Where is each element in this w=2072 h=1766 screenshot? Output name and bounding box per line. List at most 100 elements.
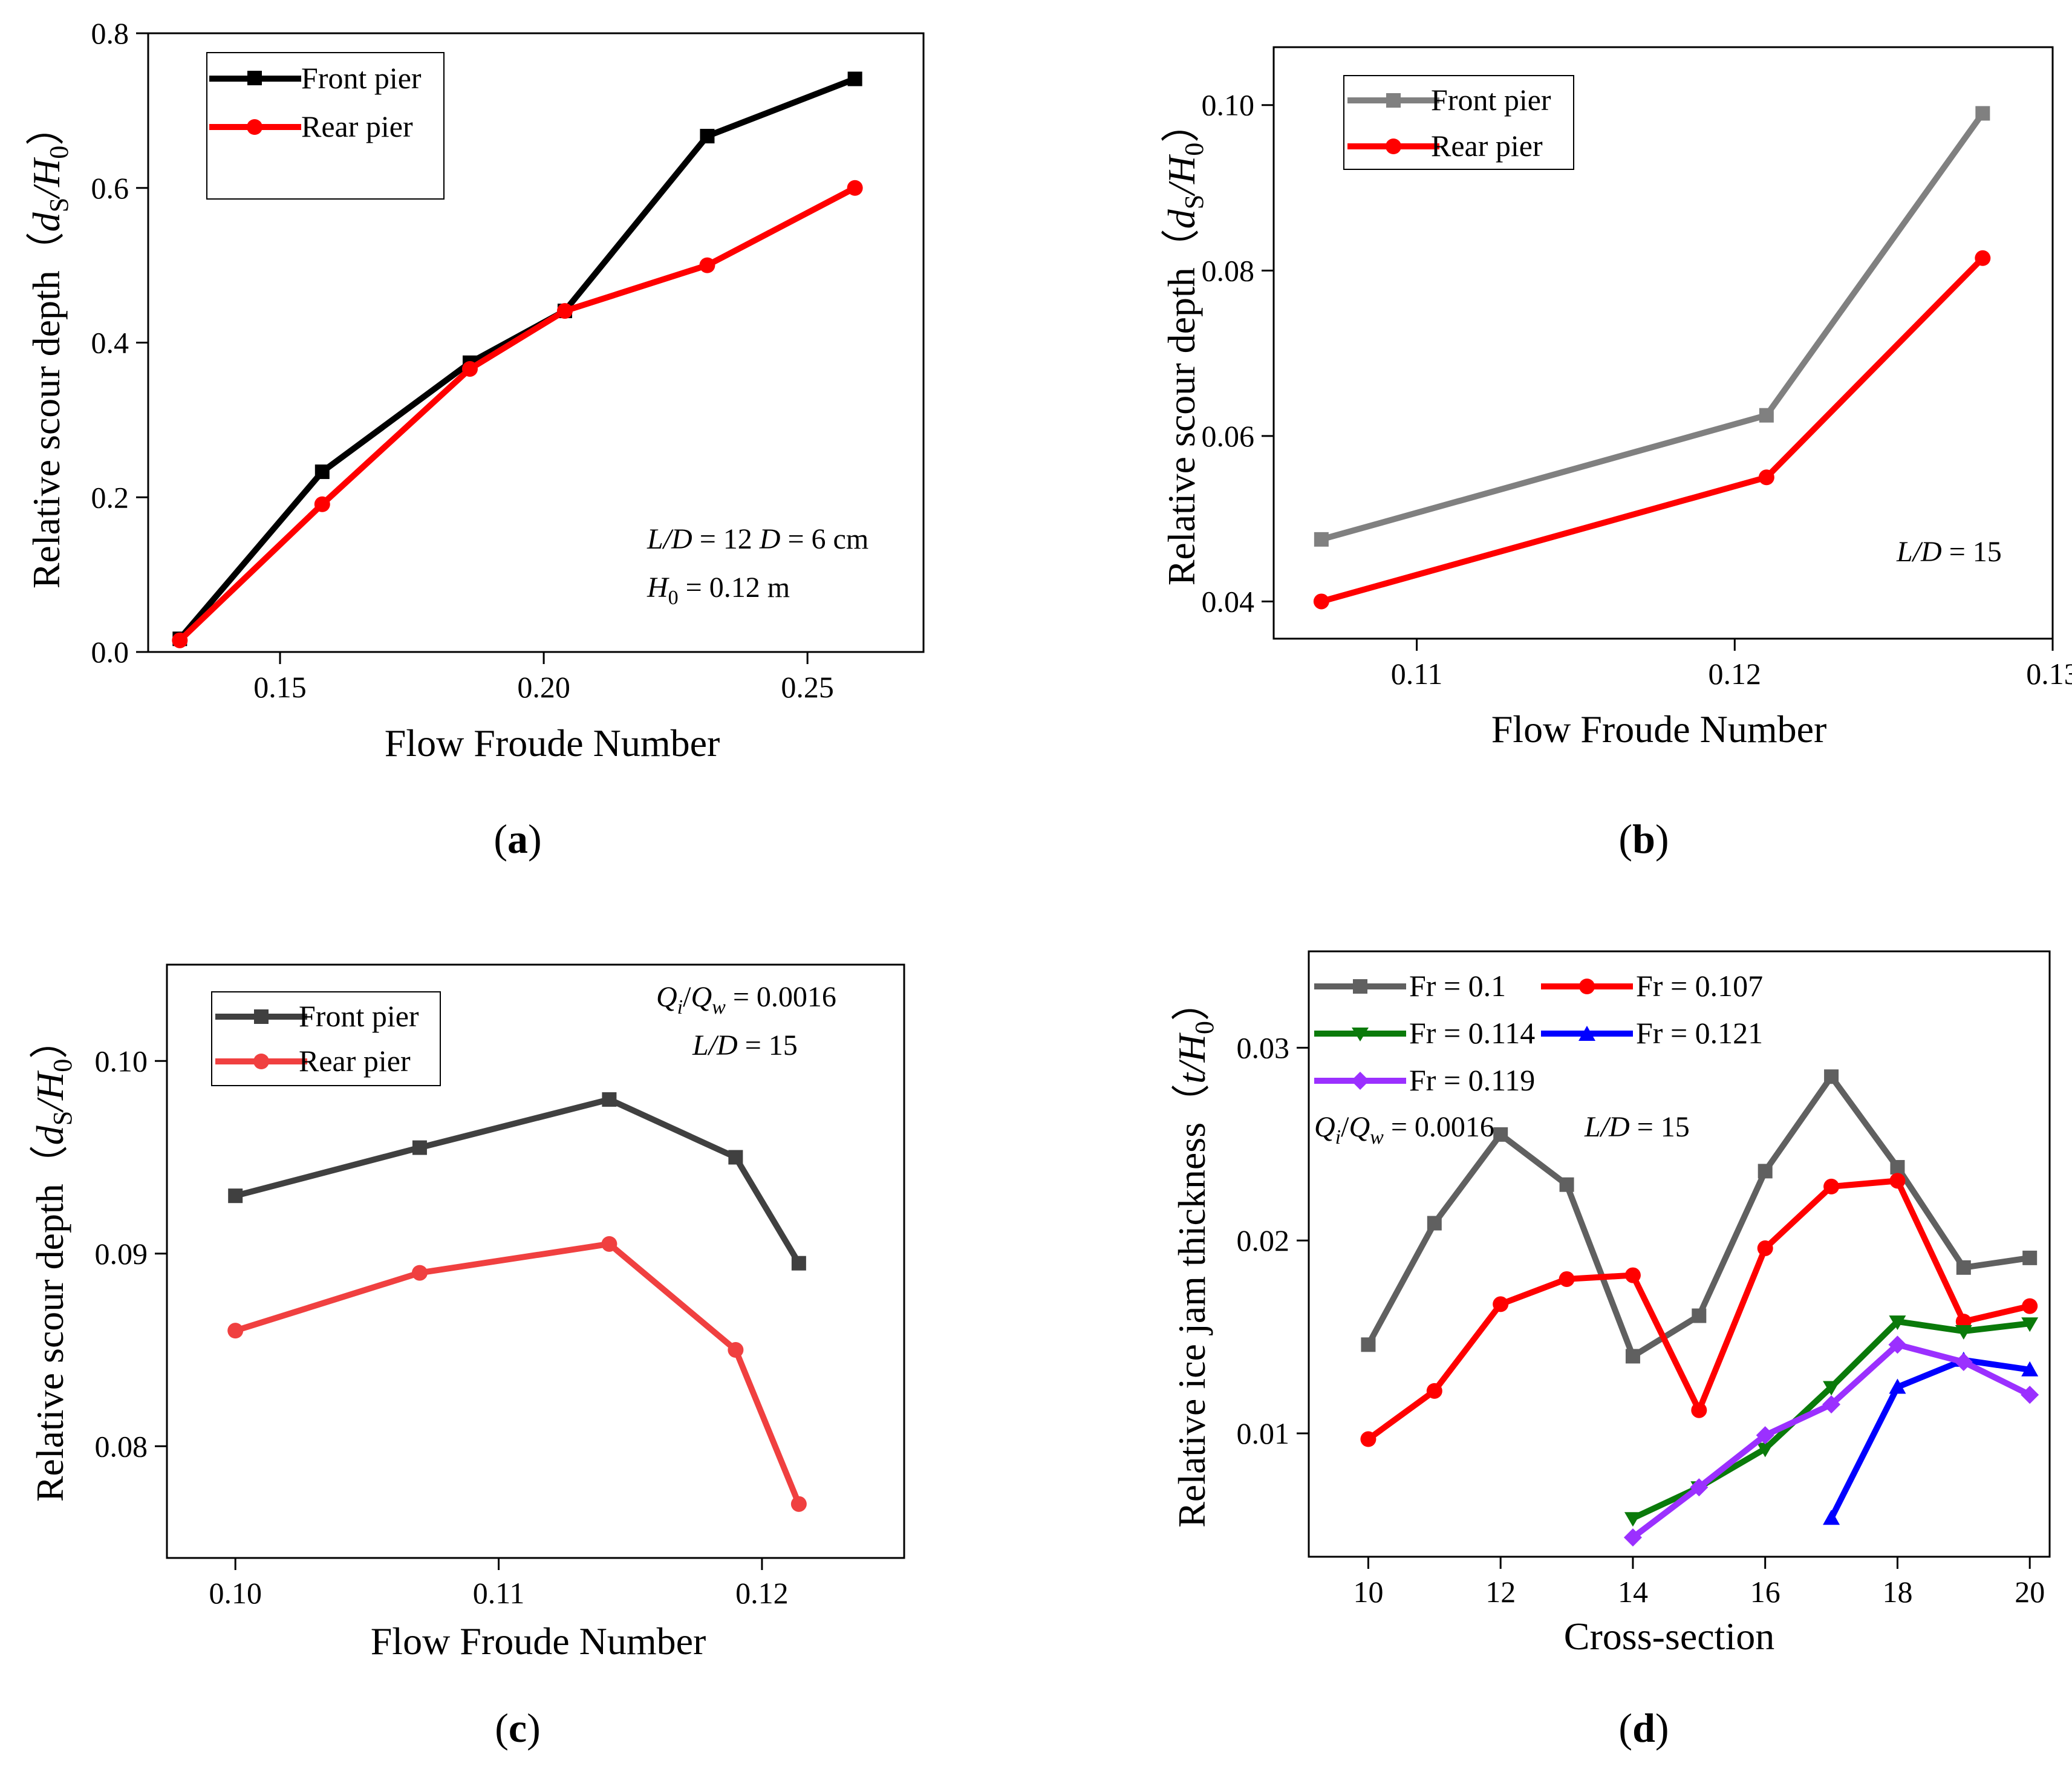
legend-label-fr-0-107: Fr = 0.107 xyxy=(1636,969,1763,1003)
data-point-fr-0-121 xyxy=(2021,1361,2039,1377)
series-rear-pier xyxy=(1313,250,1991,610)
x-axis: 0.11 0.12 0.13 xyxy=(1391,639,2072,691)
data-point-rear-pier xyxy=(172,632,188,648)
x-axis-label: Flow Froude Number xyxy=(385,722,720,764)
x-axis: 0.10 0.11 0.12 xyxy=(209,1558,789,1610)
data-point-front-pier xyxy=(314,464,330,480)
data-point-fr-0-107 xyxy=(2022,1298,2038,1314)
x-tick-label: 0.25 xyxy=(781,670,834,704)
plot-frame xyxy=(166,963,905,1559)
legend-marker-rear-pier xyxy=(1386,138,1401,154)
legend-label-rear-pier: Rear pier xyxy=(301,109,413,143)
data-point-fr-0-107 xyxy=(1426,1383,1442,1399)
y-tick-label: 0.08 xyxy=(1202,253,1255,287)
legend-label-fr-0-121: Fr = 0.121 xyxy=(1636,1016,1763,1050)
y-tick-label: 0.09 xyxy=(95,1237,148,1271)
data-point-front-pier xyxy=(847,71,862,86)
series-fr-0-107 xyxy=(1360,1173,2038,1447)
legend-marker-fr-0-121 xyxy=(1578,1026,1595,1041)
data-point-fr-0-114 xyxy=(1955,1325,1972,1340)
panel-d: 10 12 14 16 18 20 0.01 0.02 0.03 Fr = 0.1 Fr = … xyxy=(1170,950,2051,1751)
data-point-fr-0-107 xyxy=(1559,1271,1575,1287)
legend-marker-front-pier xyxy=(254,1009,269,1024)
data-point-fr-0-107 xyxy=(1757,1240,1773,1256)
data-point-rear-pier xyxy=(1758,469,1774,486)
series-line-front-pier xyxy=(1320,111,1986,543)
x-axis: 10 12 14 16 18 20 xyxy=(1353,1557,2045,1609)
series-rear-pier xyxy=(172,180,863,648)
panel-b: 0.11 0.12 0.13 0.04 0.06 0.08 0.10 Front pier… xyxy=(1160,46,2072,862)
data-point-fr-0-107 xyxy=(1889,1173,1906,1189)
data-point-front-pier xyxy=(1314,532,1329,547)
x-tick-label: 0.20 xyxy=(517,670,570,704)
data-point-rear-pier xyxy=(1313,593,1329,610)
legend: Front pier Rear pier xyxy=(206,52,445,200)
series-fr-0-121 xyxy=(1823,1351,2039,1525)
legend-label-front-pier: Front pier xyxy=(299,999,419,1033)
annotation-ld-d: L/D = 12 D = 6 cm xyxy=(647,523,868,555)
data-point-rear-pier xyxy=(1975,250,1991,266)
x-tick-label: 20 xyxy=(2015,1575,2045,1609)
data-point-fr-0-119 xyxy=(2021,1386,2039,1404)
legend-label-front-pier: Front pier xyxy=(301,61,422,95)
y-tick-label: 0.10 xyxy=(1202,88,1255,122)
data-point-fr-0-1 xyxy=(1427,1216,1442,1231)
legend-marker-rear-pier xyxy=(247,119,262,135)
x-tick-label: 0.13 xyxy=(2026,657,2072,691)
data-point-fr-0-1 xyxy=(1493,1127,1508,1142)
legend: Front pier Rear pier xyxy=(211,991,441,1086)
data-point-front-pier xyxy=(791,1256,806,1271)
annotation-qi-qw: Qi/Qw = 0.0016 xyxy=(1314,1111,1494,1149)
y-tick-label: 0.2 xyxy=(91,480,129,514)
legend-label-front-pier: Front pier xyxy=(1431,83,1551,117)
series-rear-pier xyxy=(227,1236,807,1512)
y-axis-label: Relative scour depth（dS/H0） xyxy=(1160,104,1209,586)
y-tick-label: 0.6 xyxy=(91,171,129,205)
legend-label-rear-pier: Rear pier xyxy=(1431,129,1543,163)
legend-box xyxy=(1343,75,1574,170)
legend-marker-fr-0-119 xyxy=(1351,1072,1369,1090)
data-point-fr-0-119 xyxy=(1756,1426,1774,1445)
data-point-fr-0-119 xyxy=(1888,1335,1907,1354)
data-point-rear-pier xyxy=(411,1265,428,1281)
data-point-fr-0-1 xyxy=(1625,1349,1640,1364)
data-point-fr-0-107 xyxy=(1691,1402,1707,1418)
y-tick-label: 0.4 xyxy=(91,326,129,360)
data-point-rear-pier xyxy=(556,303,573,319)
legend-marker-front-pier xyxy=(1386,93,1401,108)
y-tick-label: 0.04 xyxy=(1202,584,1255,618)
data-point-fr-0-1 xyxy=(1956,1260,1971,1275)
legend-marker-front-pier xyxy=(247,71,262,85)
data-point-rear-pier xyxy=(847,180,863,196)
data-point-fr-0-114 xyxy=(2021,1317,2039,1332)
y-axis: 0.0 0.2 0.4 0.6 0.8 xyxy=(91,16,148,669)
y-tick-label: 0.0 xyxy=(91,635,129,669)
series-line-fr-0-119 xyxy=(1631,1341,2031,1540)
x-tick-label: 0.11 xyxy=(473,1576,525,1610)
data-point-fr-0-121 xyxy=(1889,1378,1906,1394)
y-axis: 0.04 0.06 0.08 0.10 xyxy=(1202,88,1274,618)
series-layer xyxy=(1313,106,1991,610)
y-tick-label: 0.08 xyxy=(95,1429,148,1463)
series-line-rear-pier xyxy=(234,1240,802,1505)
legend-marker-fr-0-1 xyxy=(1353,979,1367,994)
y-axis: 0.08 0.09 0.10 xyxy=(95,1044,167,1463)
x-axis-label: Cross-section xyxy=(1564,1615,1774,1658)
x-tick-label: 10 xyxy=(1353,1575,1383,1609)
panel-caption: (d) xyxy=(1618,1705,1669,1751)
y-tick-label: 0.02 xyxy=(1237,1223,1290,1257)
data-point-rear-pier xyxy=(227,1323,244,1339)
data-point-front-pier xyxy=(412,1140,427,1155)
x-tick-label: 0.11 xyxy=(1391,657,1443,691)
legend-marker-rear-pier xyxy=(253,1054,269,1069)
data-point-fr-0-1 xyxy=(1824,1069,1839,1084)
x-axis-label: Flow Froude Number xyxy=(1491,708,1827,751)
series-fr-0-119 xyxy=(1623,1335,2039,1547)
y-tick-label: 0.03 xyxy=(1237,1031,1290,1064)
legend-label-fr-0-1: Fr = 0.1 xyxy=(1409,969,1506,1003)
data-point-fr-0-114 xyxy=(1889,1315,1906,1331)
x-tick-label: 0.15 xyxy=(253,670,307,704)
plot-frame xyxy=(1308,950,2051,1558)
data-point-fr-0-121 xyxy=(1823,1510,1840,1525)
